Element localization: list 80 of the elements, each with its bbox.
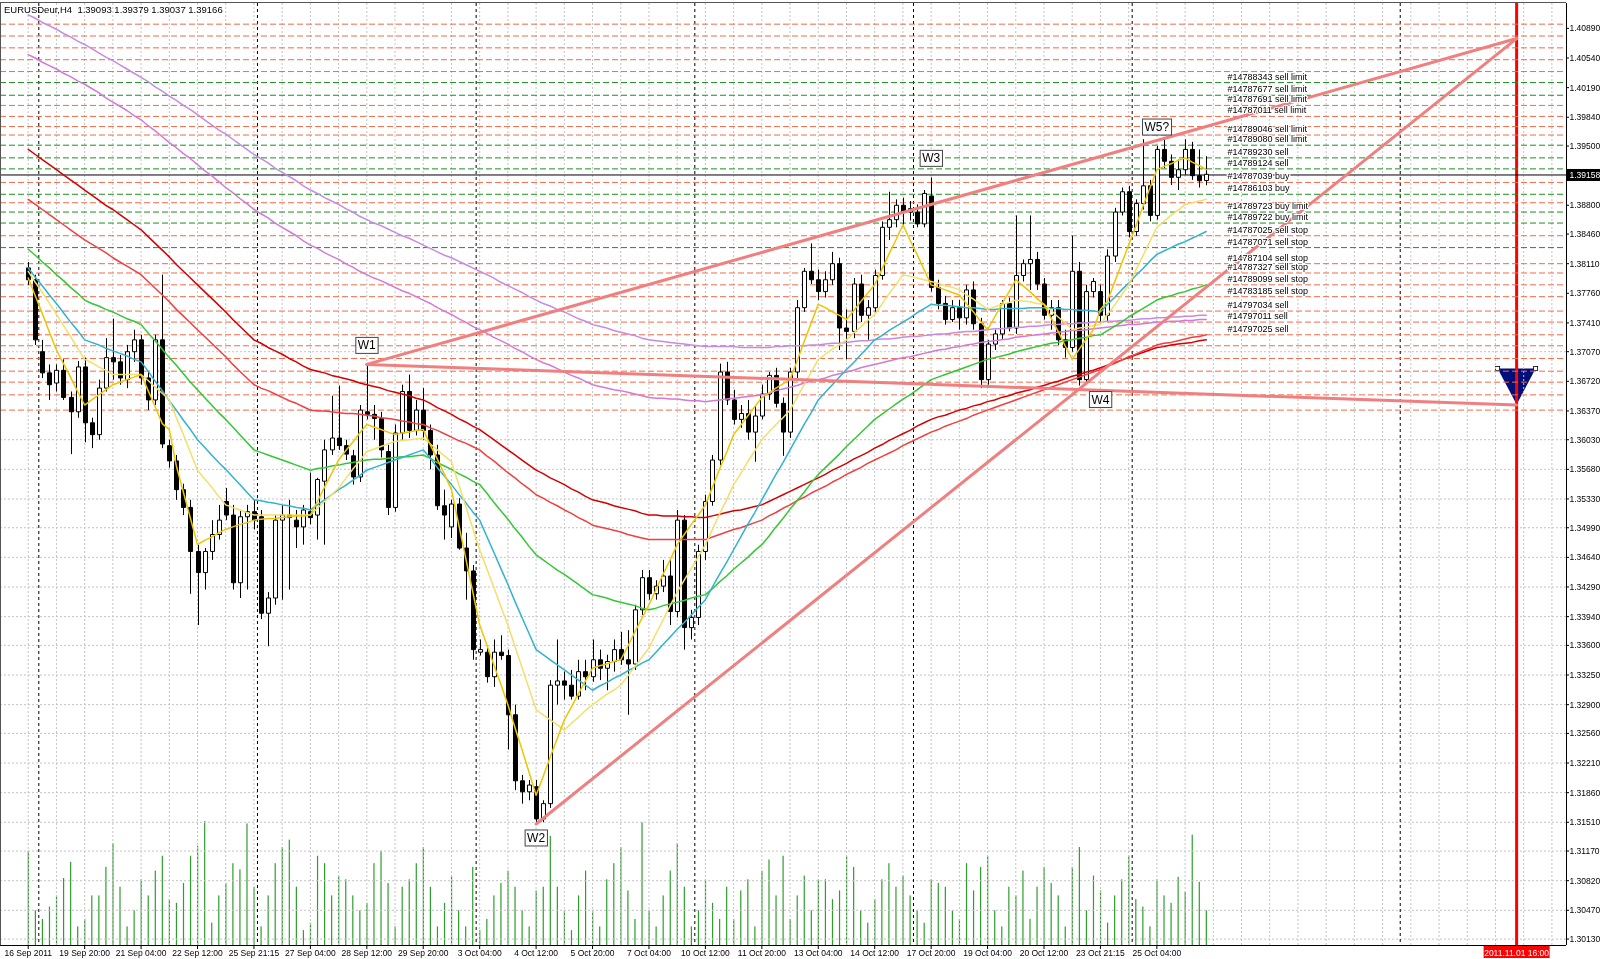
ref-line-label: #14787039 buy (1227, 171, 1290, 182)
x-tick-label: 23 Oct 21:15 (1076, 947, 1126, 958)
y-tick-label: 1.32900 (1569, 699, 1600, 710)
y-tick-label: 1.32560 (1569, 728, 1600, 739)
ref-line-label: #14787104 sell stop (1227, 252, 1308, 263)
ref-line-label: #14789723 buy limit (1227, 201, 1309, 212)
y-tick-label: 1.31170 (1569, 846, 1600, 857)
x-tick-label: 17 Oct 20:00 (906, 947, 956, 958)
y-tick-label: 1.33600 (1569, 640, 1600, 651)
y-tick-label: 1.40540 (1569, 52, 1600, 63)
annotation: W1 (357, 338, 377, 353)
y-tick-label: 1.36720 (1569, 376, 1600, 387)
ref-line-label: #14787677 sell limit (1227, 84, 1308, 95)
x-tick-label: 5 Oct 20:00 (570, 947, 615, 958)
ref-line-label: #14797011 sell (1227, 311, 1288, 322)
y-tick-label: 1.33250 (1569, 669, 1600, 680)
ref-line-label: #14787025 sell stop (1227, 224, 1308, 235)
x-tick-label: 19 Oct 04:00 (963, 947, 1013, 958)
x-tick-label: 22 Sep 12:00 (172, 947, 224, 958)
ref-line-label: #14789722 buy limit (1227, 212, 1309, 223)
y-tick-label: 1.34290 (1569, 581, 1600, 592)
ref-line-label: #14789230 sell (1227, 146, 1289, 157)
x-tick-label: 2011.11.01 16:00 (1484, 947, 1550, 958)
x-tick-label: 14 Oct 12:00 (850, 947, 900, 958)
x-tick-label: 25 Oct 04:00 (1132, 947, 1182, 958)
y-tick-label: 1.35680 (1569, 464, 1600, 475)
ref-line-label: #14797025 sell (1227, 323, 1289, 334)
chart-title: EURUSDeur,H4 1.39093 1.39379 1.39037 1.39166 (4, 4, 223, 15)
x-tick-label: 11 Oct 20:00 (737, 947, 787, 958)
y-tick-label: 1.39840 (1569, 112, 1600, 123)
annotation: W2 (527, 830, 546, 845)
x-tick-label: 28 Sep 12:00 (341, 947, 393, 958)
y-tick-label: 1.30820 (1569, 875, 1600, 886)
ref-line-label: #14783185 sell stop (1227, 285, 1308, 296)
x-tick-label: 4 Oct 12:00 (514, 947, 559, 958)
x-tick-label: 7 Oct 04:00 (627, 947, 672, 958)
x-tick-label: 13 Oct 04:00 (793, 947, 843, 958)
y-tick-label: 1.30130 (1569, 934, 1600, 945)
ref-line-label: #14789080 sell limit (1227, 134, 1308, 145)
y-tick-label: 1.39500 (1569, 141, 1600, 152)
ref-line-label: #14788343 sell limit (1227, 71, 1308, 82)
ref-line-label: #14789046 sell limit (1227, 124, 1308, 135)
y-tick-label: 1.34990 (1569, 522, 1600, 533)
x-tick-label: 25 Sep 21:15 (228, 947, 280, 958)
y-tick-label: 1.30470 (1569, 905, 1600, 916)
y-tick-label: 1.31860 (1569, 787, 1600, 798)
y-tick-label: 1.31510 (1569, 817, 1600, 828)
y-tick-label: 1.36370 (1569, 405, 1600, 416)
x-tick-label: 3 Oct 04:00 (457, 947, 502, 958)
y-tick-label: 1.32210 (1569, 758, 1600, 769)
annotation: W3 (922, 151, 941, 166)
ref-line-label: #14786103 buy (1227, 183, 1290, 194)
x-tick-label: 10 Oct 12:00 (681, 947, 731, 958)
ref-line-label: #14789099 sell stop (1227, 273, 1308, 284)
x-tick-label: 19 Sep 20:00 (59, 947, 111, 958)
ref-line-label: #14789124 sell (1227, 157, 1289, 168)
y-tick-label: 1.38800 (1569, 200, 1600, 211)
y-tick-label: 1.38460 (1569, 229, 1600, 240)
ref-line-label: #14787691 sell limit (1227, 94, 1308, 105)
y-tick-label: 1.35330 (1569, 493, 1600, 504)
annotation: W5? (1144, 120, 1170, 135)
y-tick-label: 1.36030 (1569, 434, 1600, 445)
ref-line-label: #14787011 sell limit (1227, 105, 1307, 116)
x-tick-label: 16 Sep 2011 (4, 947, 53, 958)
y-tick-label: 1.40190 (1569, 82, 1600, 93)
y-tick-label: 1.37760 (1569, 288, 1600, 299)
y-tick-label: 1.38110 (1569, 258, 1600, 269)
annotation: W4 (1091, 392, 1110, 407)
x-tick-label: 20 Oct 12:00 (1019, 947, 1069, 958)
ref-line-label: #14787071 sell stop (1227, 236, 1308, 247)
x-tick-label: 21 Sep 04:00 (115, 947, 167, 958)
x-tick-label: 29 Sep 20:00 (397, 947, 449, 958)
y-tick-label: 1.37410 (1569, 317, 1600, 328)
ref-line-label: 1.39158 (1569, 169, 1600, 180)
x-tick-label: 27 Sep 04:00 (285, 947, 336, 958)
y-tick-label: 1.34640 (1569, 552, 1600, 563)
y-tick-label: 1.33940 (1569, 611, 1600, 622)
ref-line-label: #14797034 sell (1227, 300, 1289, 311)
y-tick-label: 1.37070 (1569, 346, 1600, 357)
y-tick-label: 1.40890 (1569, 23, 1600, 34)
